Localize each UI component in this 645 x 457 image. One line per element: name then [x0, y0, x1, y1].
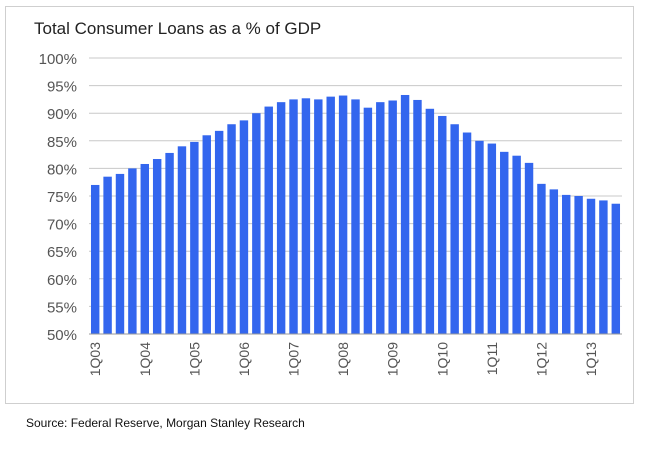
bar [524, 162, 534, 334]
x-tick-label: 1Q12 [533, 342, 549, 376]
bar [264, 106, 273, 335]
bar [252, 113, 261, 334]
y-tick-label: 75% [47, 189, 77, 206]
bar [438, 115, 447, 335]
x-tick-label: 1Q03 [87, 342, 103, 376]
bar [140, 163, 149, 334]
bar [202, 135, 211, 334]
y-tick-label: 90% [47, 106, 77, 123]
bar [500, 151, 509, 334]
x-tick-label: 1Q06 [236, 342, 252, 376]
y-tick-label: 70% [47, 217, 77, 234]
x-tick-label: 1Q05 [186, 342, 202, 376]
bar [450, 124, 459, 335]
bar [115, 173, 125, 334]
bar [338, 95, 348, 334]
bar [165, 152, 174, 334]
bar [512, 155, 521, 334]
bar [103, 176, 112, 334]
bar [177, 146, 187, 334]
bar [239, 120, 249, 334]
bar [90, 184, 100, 334]
bar [351, 99, 360, 335]
x-tick-label: 1Q13 [583, 342, 599, 376]
x-tick-label: 1Q04 [137, 342, 153, 376]
chart-title: Total Consumer Loans as a % of GDP [34, 19, 322, 38]
y-tick-label: 85% [47, 134, 77, 151]
bar [289, 99, 298, 335]
bar [128, 168, 137, 334]
bar [537, 183, 546, 334]
y-tick-label: 55% [47, 299, 77, 316]
y-tick-label: 60% [47, 272, 77, 289]
x-tick-label: 1Q09 [385, 342, 401, 376]
bar [214, 130, 224, 334]
y-tick-label: 65% [47, 244, 77, 261]
bar [190, 141, 199, 334]
y-tick-label: 95% [47, 79, 77, 96]
source-note: Source: Federal Reserve, Morgan Stanley … [26, 416, 305, 430]
y-tick-label: 80% [47, 161, 77, 178]
bar [227, 124, 236, 335]
y-tick-label: 50% [47, 327, 77, 344]
bar [475, 140, 484, 334]
bar [425, 108, 435, 334]
bar [301, 98, 311, 335]
bar [363, 107, 373, 335]
bar [462, 132, 472, 334]
bar [586, 198, 596, 334]
bar [276, 102, 286, 334]
bar [376, 102, 385, 334]
bar [549, 189, 559, 334]
bar [487, 143, 497, 334]
bar [574, 196, 583, 334]
x-tick-label: 1Q07 [286, 342, 302, 376]
bar [599, 200, 608, 334]
x-tick-label: 1Q11 [484, 342, 500, 375]
bar [152, 159, 162, 334]
bar [413, 99, 422, 335]
bar [400, 94, 410, 334]
x-tick-label: 1Q10 [434, 342, 450, 376]
bar [314, 99, 323, 335]
bar [562, 194, 571, 334]
bar [388, 100, 397, 334]
bar [611, 203, 621, 334]
x-tick-label: 1Q08 [335, 342, 351, 376]
y-tick-label: 100% [39, 51, 77, 68]
bar [326, 96, 335, 334]
